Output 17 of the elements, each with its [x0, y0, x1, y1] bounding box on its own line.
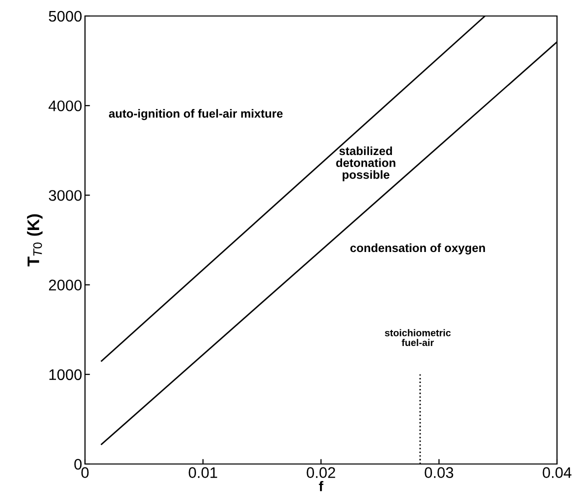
annotation: condensation of oxygen: [350, 243, 485, 254]
x-tick-label: 0.01: [188, 467, 218, 478]
x-tick-label: 0.04: [542, 467, 572, 478]
y-axis-title: T$_{T0}$ (K): [27, 214, 43, 266]
y-tick-label: 0: [74, 458, 82, 470]
y-tick-label: 3000: [48, 190, 82, 201]
y-tick-label: 1000: [49, 369, 82, 380]
y-tick-label: 4000: [48, 100, 82, 112]
x-tick-label: 0: [81, 467, 89, 478]
y-tick-label: 2000: [49, 280, 82, 290]
y-tick-label: 5000: [48, 10, 82, 22]
annotation: stabilized detonation possible: [336, 146, 396, 182]
annotation: stoichiometric fuel-air: [384, 329, 451, 346]
x-tick-label: 0.03: [424, 467, 454, 478]
x-tick-label: 0.02: [306, 467, 336, 478]
annotation: auto-ignition of fuel-air mixture: [108, 109, 283, 120]
x-axis-title: f: [318, 481, 324, 492]
